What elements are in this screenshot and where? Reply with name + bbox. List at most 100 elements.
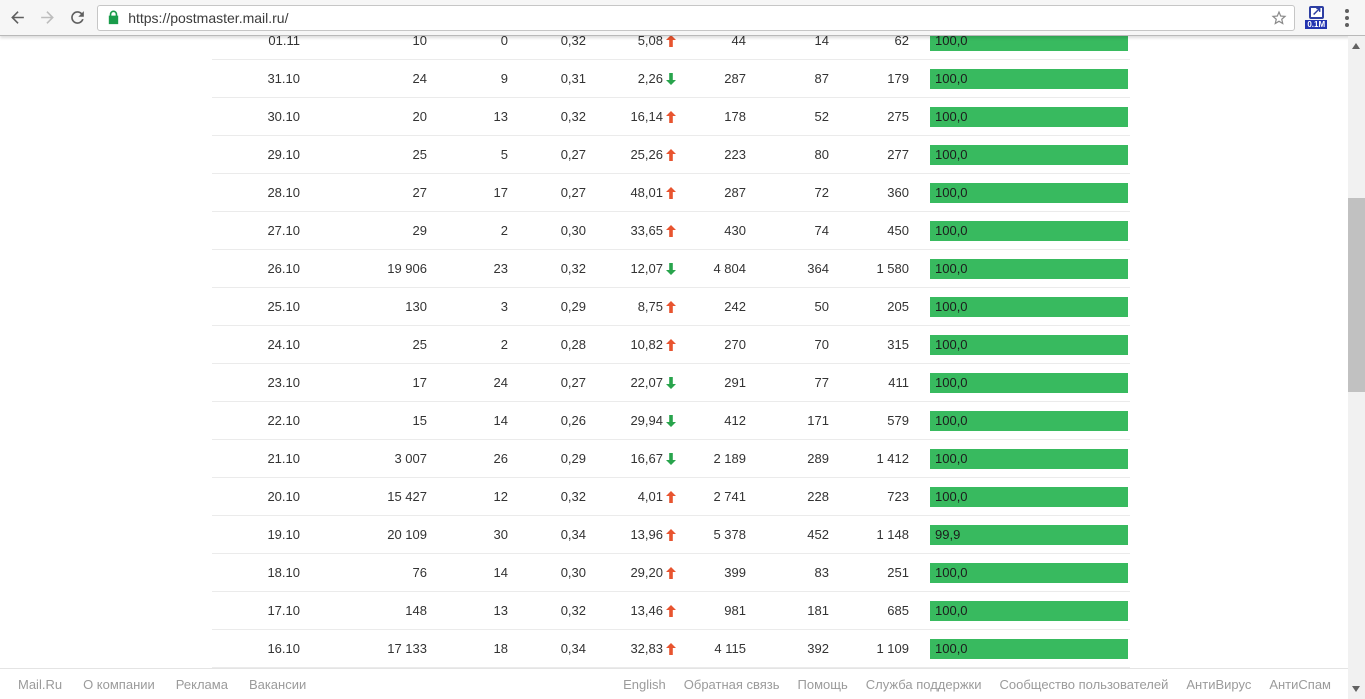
- value-cell: 0,30: [560, 223, 586, 238]
- value-cell: 0,32: [560, 261, 586, 276]
- rate-bar-track: 100,0: [930, 258, 1128, 279]
- emails-count-cell: 17 133: [387, 641, 427, 656]
- value-cell: 12: [493, 489, 508, 504]
- percent-value: 5,08: [637, 36, 663, 48]
- value-cell: 178: [724, 109, 746, 124]
- delivery-rate-cell: 100,0: [909, 562, 1128, 583]
- value-cell: 277: [887, 147, 909, 162]
- traffic-counter-icon: [1308, 4, 1324, 19]
- percent-value: 16,67: [630, 451, 663, 466]
- rate-bar-track: 99,9: [930, 524, 1128, 545]
- table-row: 01.11 10 0 0,32 5,08 44 14 62 100,0: [212, 36, 1130, 60]
- value-cell: 0: [500, 36, 508, 48]
- scroll-down-arrow-icon[interactable]: [1352, 686, 1360, 692]
- percent-cell: 5,08: [586, 36, 676, 48]
- value-cell: 0,31: [560, 71, 586, 86]
- emails-count-cell: 25: [412, 147, 427, 162]
- footer-link[interactable]: АнтиВирус: [1186, 676, 1252, 692]
- value-cell: 315: [887, 337, 909, 352]
- value-cell: 981: [724, 603, 746, 618]
- table-row: 31.10 24 9 0,31 2,26 287 87 179 100,0: [212, 60, 1130, 98]
- bookmark-star-icon[interactable]: [1270, 9, 1288, 27]
- value-cell: 228: [807, 489, 829, 504]
- secure-lock-icon: [109, 10, 119, 25]
- footer-link[interactable]: Вакансии: [248, 676, 307, 692]
- date-cell: 29.10: [267, 147, 300, 162]
- delivery-rate-cell: 100,0: [909, 448, 1128, 469]
- delivery-rate-bar: 100,0: [930, 448, 1128, 469]
- footer-link[interactable]: English: [623, 676, 666, 692]
- value-cell: 77: [814, 375, 829, 390]
- rate-bar-track: 100,0: [930, 334, 1128, 355]
- table-row: 20.10 15 427 12 0,32 4,01 2 741 228 723 …: [212, 478, 1130, 516]
- percent-cell: 29,94: [586, 413, 676, 428]
- value-cell: 30: [493, 527, 508, 542]
- percent-value: 10,82: [630, 337, 663, 352]
- emails-count-cell: 19 906: [387, 261, 427, 276]
- value-cell: 0,27: [560, 185, 586, 200]
- value-cell: 270: [724, 337, 746, 352]
- value-cell: 360: [887, 185, 909, 200]
- footer-link[interactable]: Обратная связь: [683, 676, 780, 692]
- date-cell: 19.10: [267, 527, 300, 542]
- url-text[interactable]: https://postmaster.mail.ru/: [128, 9, 289, 26]
- value-cell: 0,30: [560, 565, 586, 580]
- percent-cell: 22,07: [586, 375, 676, 390]
- delivery-rate-bar: 100,0: [930, 36, 1128, 51]
- percent-cell: 29,20: [586, 565, 676, 580]
- value-cell: 0,34: [560, 527, 586, 542]
- delivery-rate-bar: 100,0: [930, 372, 1128, 393]
- trend-arrow-icon: [666, 376, 676, 389]
- delivery-rate-bar: 100,0: [930, 220, 1128, 241]
- value-cell: 0,29: [560, 299, 586, 314]
- trend-arrow-icon: [666, 148, 676, 161]
- rate-bar-track: 100,0: [930, 296, 1128, 317]
- footer-link[interactable]: Помощь: [797, 676, 848, 692]
- date-cell: 24.10: [267, 337, 300, 352]
- forward-button[interactable]: [36, 4, 60, 32]
- rate-bar-label: 100,0: [935, 109, 968, 124]
- value-cell: 14: [814, 36, 829, 48]
- value-cell: 0,32: [560, 489, 586, 504]
- delivery-rate-cell: 100,0: [909, 36, 1128, 51]
- trend-arrow-icon: [666, 452, 676, 465]
- footer-link[interactable]: О компании: [83, 676, 155, 692]
- value-cell: 392: [807, 641, 829, 656]
- address-bar[interactable]: https://postmaster.mail.ru/: [97, 4, 1296, 31]
- refresh-button[interactable]: [65, 4, 89, 32]
- date-cell: 20.10: [267, 489, 300, 504]
- trend-arrow-icon: [666, 490, 676, 503]
- date-cell: 22.10: [267, 413, 300, 428]
- trend-arrow-icon: [666, 642, 676, 655]
- footer-link[interactable]: Служба поддержки: [865, 676, 982, 692]
- value-cell: 3: [500, 299, 508, 314]
- table-row: 27.10 29 2 0,30 33,65 430 74 450 100,0: [212, 212, 1130, 250]
- delivery-rate-bar: 100,0: [930, 600, 1128, 621]
- table-row: 29.10 25 5 0,27 25,26 223 80 277 100,0: [212, 136, 1130, 174]
- footer-link[interactable]: АнтиСпам: [1269, 676, 1331, 692]
- value-cell: 0,32: [560, 603, 586, 618]
- delivery-rate-bar: 100,0: [930, 486, 1128, 507]
- value-cell: 0,28: [560, 337, 586, 352]
- rate-bar-label: 100,0: [935, 36, 968, 48]
- value-cell: 0,26: [560, 413, 586, 428]
- browser-menu-button[interactable]: [1335, 4, 1359, 32]
- percent-value: 33,65: [630, 223, 663, 238]
- scroll-up-arrow-icon[interactable]: [1352, 43, 1360, 49]
- footer-link[interactable]: Mail.Ru: [18, 676, 63, 692]
- extension-icon[interactable]: 0.1M: [1305, 4, 1328, 29]
- emails-count-cell: 130: [405, 299, 427, 314]
- percent-cell: 25,26: [586, 147, 676, 162]
- delivery-rate-bar: 100,0: [930, 638, 1128, 659]
- rate-bar-track: 100,0: [930, 106, 1128, 127]
- back-button[interactable]: [6, 4, 30, 32]
- scrollbar-thumb[interactable]: [1348, 198, 1365, 392]
- table-row: 23.10 17 24 0,27 22,07 291 77 411 100,0: [212, 364, 1130, 402]
- value-cell: 579: [887, 413, 909, 428]
- value-cell: 24: [493, 375, 508, 390]
- delivery-rate-bar: 100,0: [930, 296, 1128, 317]
- footer-link[interactable]: Реклама: [175, 676, 228, 692]
- vertical-scrollbar[interactable]: [1348, 36, 1365, 699]
- footer-link[interactable]: Сообщество пользователей: [999, 676, 1169, 692]
- value-cell: 412: [724, 413, 746, 428]
